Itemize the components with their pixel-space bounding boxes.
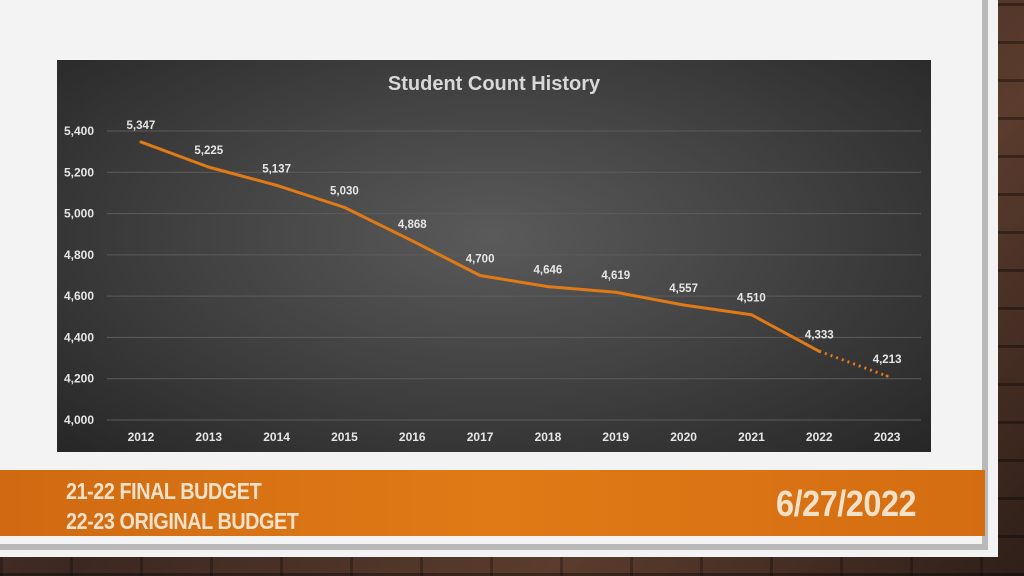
data-label: 4,510 <box>737 293 766 305</box>
footer-titles: 21-22 FINAL BUDGET 22-23 ORIGINAL BUDGET <box>66 476 299 536</box>
footer-line-2: 22-23 ORIGINAL BUDGET <box>66 508 299 534</box>
series-line <box>140 140 820 353</box>
data-point <box>546 285 550 289</box>
data-point <box>817 349 821 353</box>
slide-frame-right <box>982 0 988 550</box>
data-label: 5,137 <box>262 163 291 175</box>
x-tick-label: 2013 <box>195 430 222 444</box>
data-label: 4,213 <box>873 354 902 366</box>
x-tick-label: 2021 <box>738 430 765 444</box>
x-tick-label: 2023 <box>874 430 901 444</box>
slide-frame-bottom <box>0 544 988 550</box>
data-label: 4,700 <box>466 254 495 266</box>
y-tick-label: 4,200 <box>64 372 94 386</box>
data-point <box>207 165 211 169</box>
data-point <box>139 140 143 144</box>
x-tick-label: 2012 <box>128 430 155 444</box>
x-tick-label: 2014 <box>263 430 290 444</box>
student-count-chart: Student Count History 4,000 4,200 4,400 4,6… <box>64 73 921 444</box>
data-label: 5,225 <box>194 145 223 157</box>
data-label: 5,030 <box>330 185 359 197</box>
data-point <box>275 183 279 187</box>
series-line-projected <box>818 349 888 378</box>
data-point <box>410 239 414 243</box>
x-tick-label: 2015 <box>331 430 358 444</box>
x-tick-label: 2022 <box>806 430 833 444</box>
y-tick-label: 4,000 <box>64 413 94 427</box>
data-label: 4,333 <box>805 329 834 341</box>
data-point <box>682 303 686 307</box>
chart-panel: Student Count History 4,000 4,200 4,400 4,6… <box>57 60 931 452</box>
y-tick-label: 4,800 <box>64 248 94 262</box>
x-tick-label: 2020 <box>670 430 697 444</box>
y-tick-label: 4,400 <box>64 330 94 344</box>
data-point <box>749 313 753 317</box>
footer-date: 6/27/2022 <box>776 483 917 524</box>
y-tick-label: 5,200 <box>64 165 94 179</box>
data-label: 4,619 <box>601 270 630 282</box>
data-label: 4,868 <box>398 219 427 231</box>
x-tick-label: 2017 <box>467 430 494 444</box>
x-tick-label: 2018 <box>535 430 562 444</box>
data-label: 5,347 <box>127 120 156 132</box>
data-point <box>885 374 889 378</box>
data-label: 4,557 <box>669 283 698 295</box>
y-tick-label: 4,600 <box>64 289 94 303</box>
y-tick-label: 5,000 <box>64 207 94 221</box>
data-point <box>614 290 618 294</box>
data-point <box>478 274 482 277</box>
x-tick-label: 2019 <box>602 430 629 444</box>
chart-title: Student Count History <box>388 73 601 95</box>
x-tick-label: 2016 <box>399 430 426 444</box>
y-tick-label: 5,400 <box>64 124 94 138</box>
footer-line-1: 21-22 FINAL BUDGET <box>66 478 262 504</box>
footer-band <box>0 470 985 536</box>
data-label: 4,646 <box>534 265 563 277</box>
data-point <box>342 205 346 209</box>
